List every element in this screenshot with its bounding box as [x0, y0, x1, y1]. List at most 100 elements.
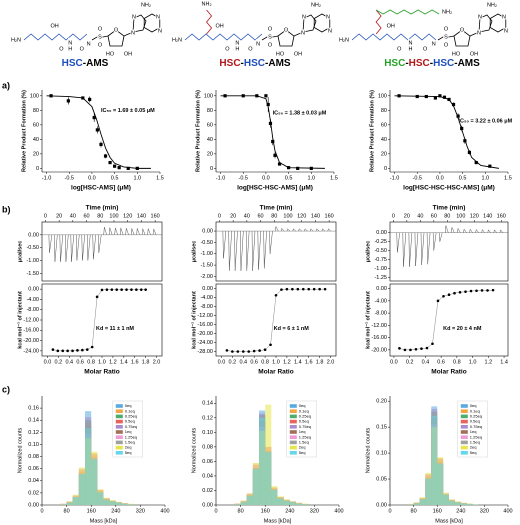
y-tick-label: -0.75 [374, 257, 387, 263]
histogram-bar [413, 503, 420, 505]
data-point [236, 350, 240, 353]
injection-peak [222, 231, 227, 259]
x-axis-label: log[HSC-HSC-HSC-AMS] (μM) [403, 185, 495, 192]
histogram-bar [121, 503, 129, 505]
x-tick-label: 1.5 [330, 175, 338, 181]
injection-peak [119, 227, 124, 235]
x-tick-label: 100 [283, 213, 292, 219]
data-point [135, 288, 138, 291]
histogram-bar [78, 474, 86, 505]
y-axis-label: kcal mol⁻¹ of injectant [16, 291, 23, 349]
name-part: -AMS [83, 58, 109, 69]
x-tick-label: 160 [151, 213, 160, 219]
injection-peak [402, 232, 407, 267]
injection-peak [228, 231, 232, 271]
y-tick-label: 0.00 [202, 229, 213, 235]
data-point [420, 347, 423, 350]
annotation: Kd = 6 ± 1 nM [274, 326, 310, 332]
legend-swatch [460, 445, 468, 450]
backbone [351, 33, 437, 41]
panel-label: c) [2, 384, 10, 394]
x-tick-label: 0.0 [218, 359, 226, 365]
x-tick-label: 20 [230, 213, 236, 219]
x-tick-label: -0.5 [412, 175, 421, 181]
data-point [323, 287, 327, 291]
x-tick-label: 1.0 [133, 175, 141, 181]
y-tick-label: -12.00 [197, 313, 213, 319]
legend-label: 1eq [299, 429, 306, 434]
y-tick-label: 0.16 [28, 406, 39, 412]
injection-peak [65, 234, 69, 262]
y-tick-label: -20.00 [197, 331, 213, 337]
x-tick-label: 1.6 [131, 359, 139, 365]
histogram-bar [454, 502, 461, 505]
injection-peak [81, 234, 86, 261]
data-point [415, 94, 419, 99]
x-tick-label: 60 [431, 213, 437, 219]
data-point [287, 166, 291, 170]
x-tick-label: 240 [456, 508, 465, 514]
histogram-bar [289, 502, 296, 505]
backbone [184, 33, 263, 41]
data-point [398, 347, 401, 350]
x-tick-label: -1.0 [42, 175, 51, 181]
injection-peak [76, 234, 80, 261]
y-tick-label: 0.06 [28, 466, 39, 472]
histogram-bar [407, 504, 414, 505]
injection-peak [48, 234, 53, 253]
compound-name: HSC-HSC-AMS [219, 58, 290, 69]
y-tick-label: -8.00 [26, 307, 39, 313]
data-point [49, 94, 53, 98]
x-tick-label: 0.0 [88, 175, 96, 181]
atom-label: O [98, 42, 103, 48]
injection-peak [396, 232, 400, 253]
atom-label: O [268, 26, 273, 32]
x-tick-label: 2.0 [327, 359, 335, 365]
x-tick-label: 160 [433, 508, 442, 514]
injection-peak [240, 231, 244, 271]
y-tick-label: -4.00 [200, 295, 213, 301]
histogram-bar [240, 502, 247, 505]
x-tick-label: 0.2 [229, 359, 237, 365]
atom-label: NH₂ [202, 1, 212, 7]
data-point [403, 348, 407, 352]
data-point [277, 162, 282, 166]
histogram-bar [60, 504, 67, 505]
y-tick-label: -8.00 [200, 304, 213, 310]
data-point [436, 299, 440, 303]
x-axis-label: Mass [kDa] [264, 518, 292, 524]
injection-peak [141, 228, 146, 235]
data-point [309, 166, 313, 170]
data-point [95, 295, 99, 299]
x-tick-label: 0.5 [111, 175, 119, 181]
data-point [291, 287, 294, 291]
x-tick-label: 160 [261, 508, 270, 514]
legend-swatch [289, 451, 297, 455]
x-tick-label: 40 [417, 213, 423, 219]
legend-label: 1.25eq [299, 434, 311, 439]
data-point [425, 346, 429, 350]
y-tick-label: 40 [207, 137, 213, 143]
compound-name: HSC-AMS [62, 58, 109, 69]
name-part: - [430, 58, 433, 69]
y-axis-label: kcal mol⁻¹ of injectant [364, 291, 371, 349]
injection-peak [487, 229, 491, 233]
annotation: Kd = 20 ± 4 nM [443, 326, 482, 332]
y-tick-label: 20 [381, 151, 387, 157]
injection-peak [251, 231, 256, 271]
y-tick-label: 0.15 [376, 425, 387, 431]
branch [375, 9, 440, 15]
pyrimidine-ring [313, 13, 331, 33]
x-tick-label: 80 [64, 508, 70, 514]
histogram-bar [115, 502, 122, 505]
data-point [307, 287, 311, 291]
injection-peak [263, 231, 267, 269]
atom-label: OH [216, 23, 224, 29]
injection-peak [420, 232, 425, 265]
data-point [263, 348, 267, 352]
y-tick-label: -20.00 [23, 338, 39, 344]
name-part: HSC [219, 58, 240, 69]
y-tick-label: 0.20 [376, 399, 387, 405]
legend-label: 0.1eq [125, 408, 135, 413]
